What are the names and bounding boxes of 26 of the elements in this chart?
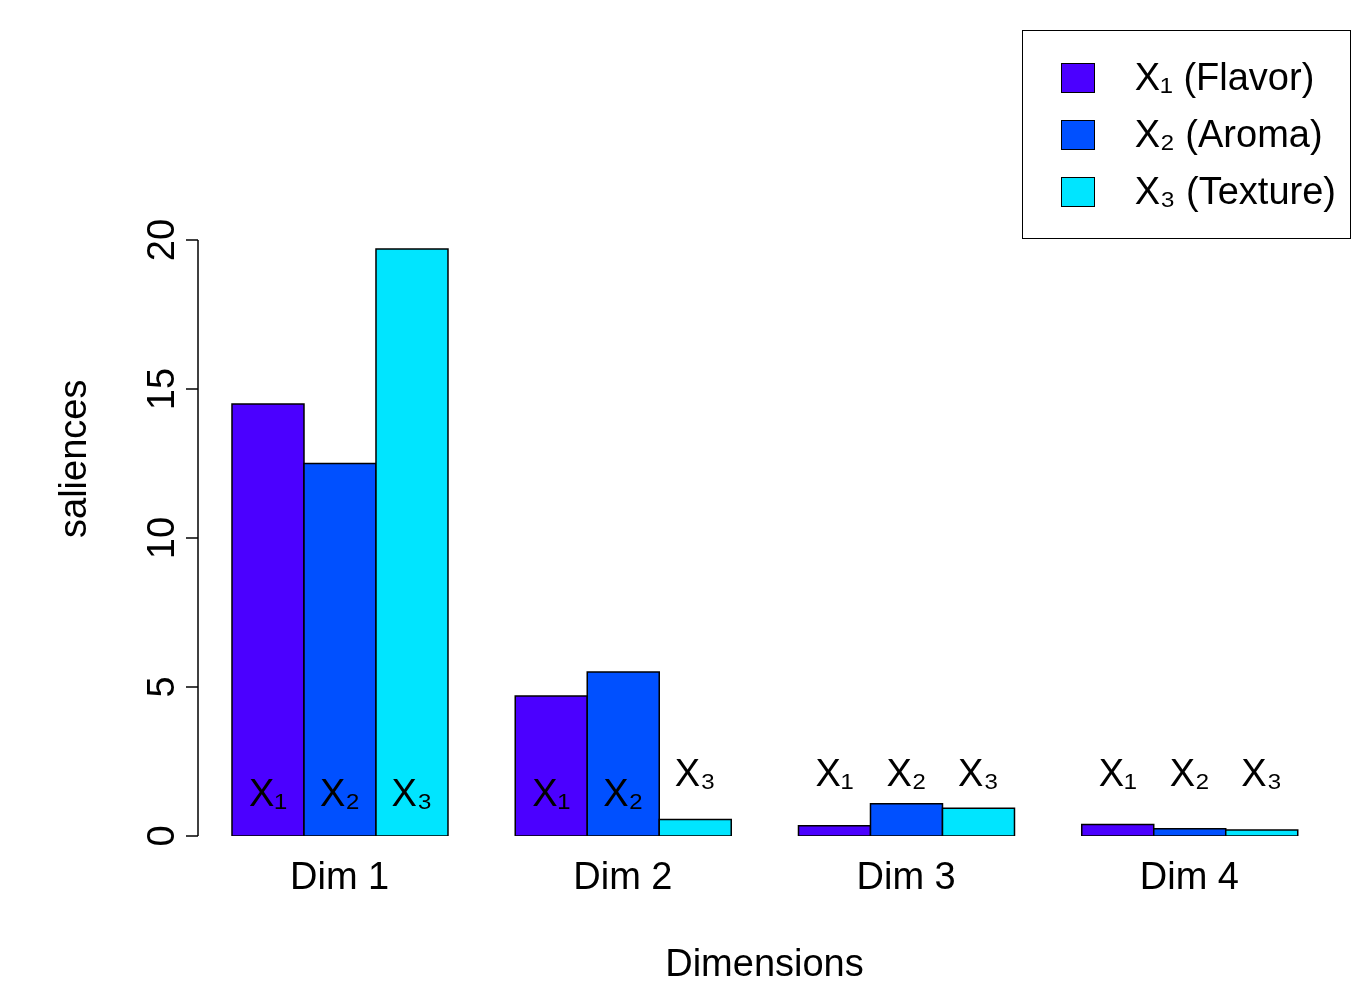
- x-tick-label: Dim 1: [290, 854, 390, 897]
- legend-label: X₂ (Aroma): [1134, 113, 1323, 156]
- data-label: X₃: [958, 752, 999, 794]
- legend-label: X₁ (Flavor): [1134, 56, 1315, 99]
- data-label: X₁: [248, 772, 288, 814]
- data-label: X₃: [674, 752, 716, 794]
- x-tick-label: Dim 4: [1139, 854, 1239, 897]
- data-label: X₁: [532, 772, 571, 814]
- y-tick-label: 10: [140, 516, 182, 560]
- data-label: X₂: [603, 772, 644, 814]
- data-label: X₁: [1098, 752, 1137, 794]
- data-label: X₂: [886, 752, 927, 794]
- data-label: X₁: [815, 752, 854, 794]
- y-tick-label: 15: [140, 367, 182, 411]
- data-label: X₃: [1241, 752, 1283, 794]
- x-axis-title: Dimensions: [665, 942, 864, 984]
- y-tick-label: 5: [140, 676, 182, 698]
- y-axis-title: saliences: [52, 379, 95, 538]
- x-tick-label: Dim 2: [573, 854, 673, 897]
- legend-label: X₃ (Texture): [1134, 170, 1336, 213]
- y-tick-label: 0: [140, 825, 182, 847]
- y-tick-label: 20: [140, 218, 182, 262]
- data-label: X₂: [319, 772, 361, 814]
- x-tick-label: Dim 3: [856, 854, 956, 897]
- data-label: X₃: [391, 772, 433, 814]
- data-label: X₂: [1169, 752, 1210, 794]
